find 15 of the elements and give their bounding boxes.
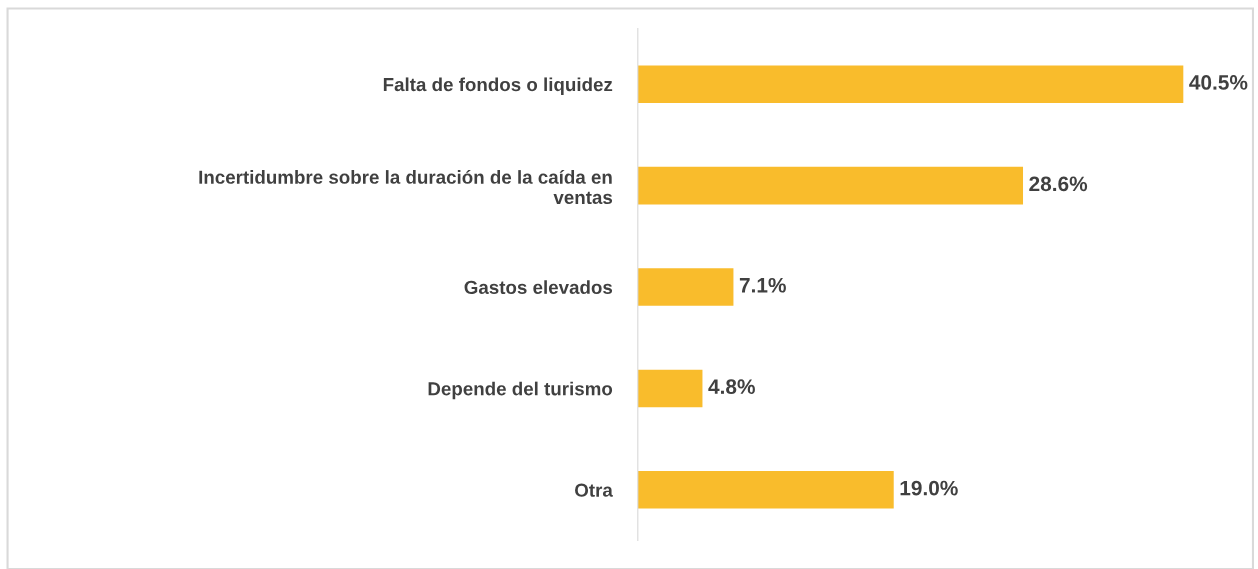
y-tick-label: Gastos elevados	[464, 280, 613, 295]
y-tick-label: Depende del turismo	[428, 381, 613, 400]
bar	[637, 268, 734, 306]
data-label: 19.0%	[900, 480, 958, 496]
bar	[637, 369, 703, 408]
data-label: 4.8%	[708, 379, 755, 395]
bar	[637, 471, 894, 509]
y-tick-label: Otra	[575, 483, 613, 497]
bar	[637, 166, 1024, 205]
data-label: 28.6%	[1029, 176, 1088, 192]
y-tick-label: Falta de fondos o liquidez	[383, 77, 613, 95]
data-label: 40.5%	[1189, 75, 1248, 90]
data-label: 7.1%	[739, 277, 786, 293]
bar	[637, 65, 1184, 103]
y-tick-label: Incertidumbre sobre la duración de la caída en ventas	[199, 169, 613, 205]
